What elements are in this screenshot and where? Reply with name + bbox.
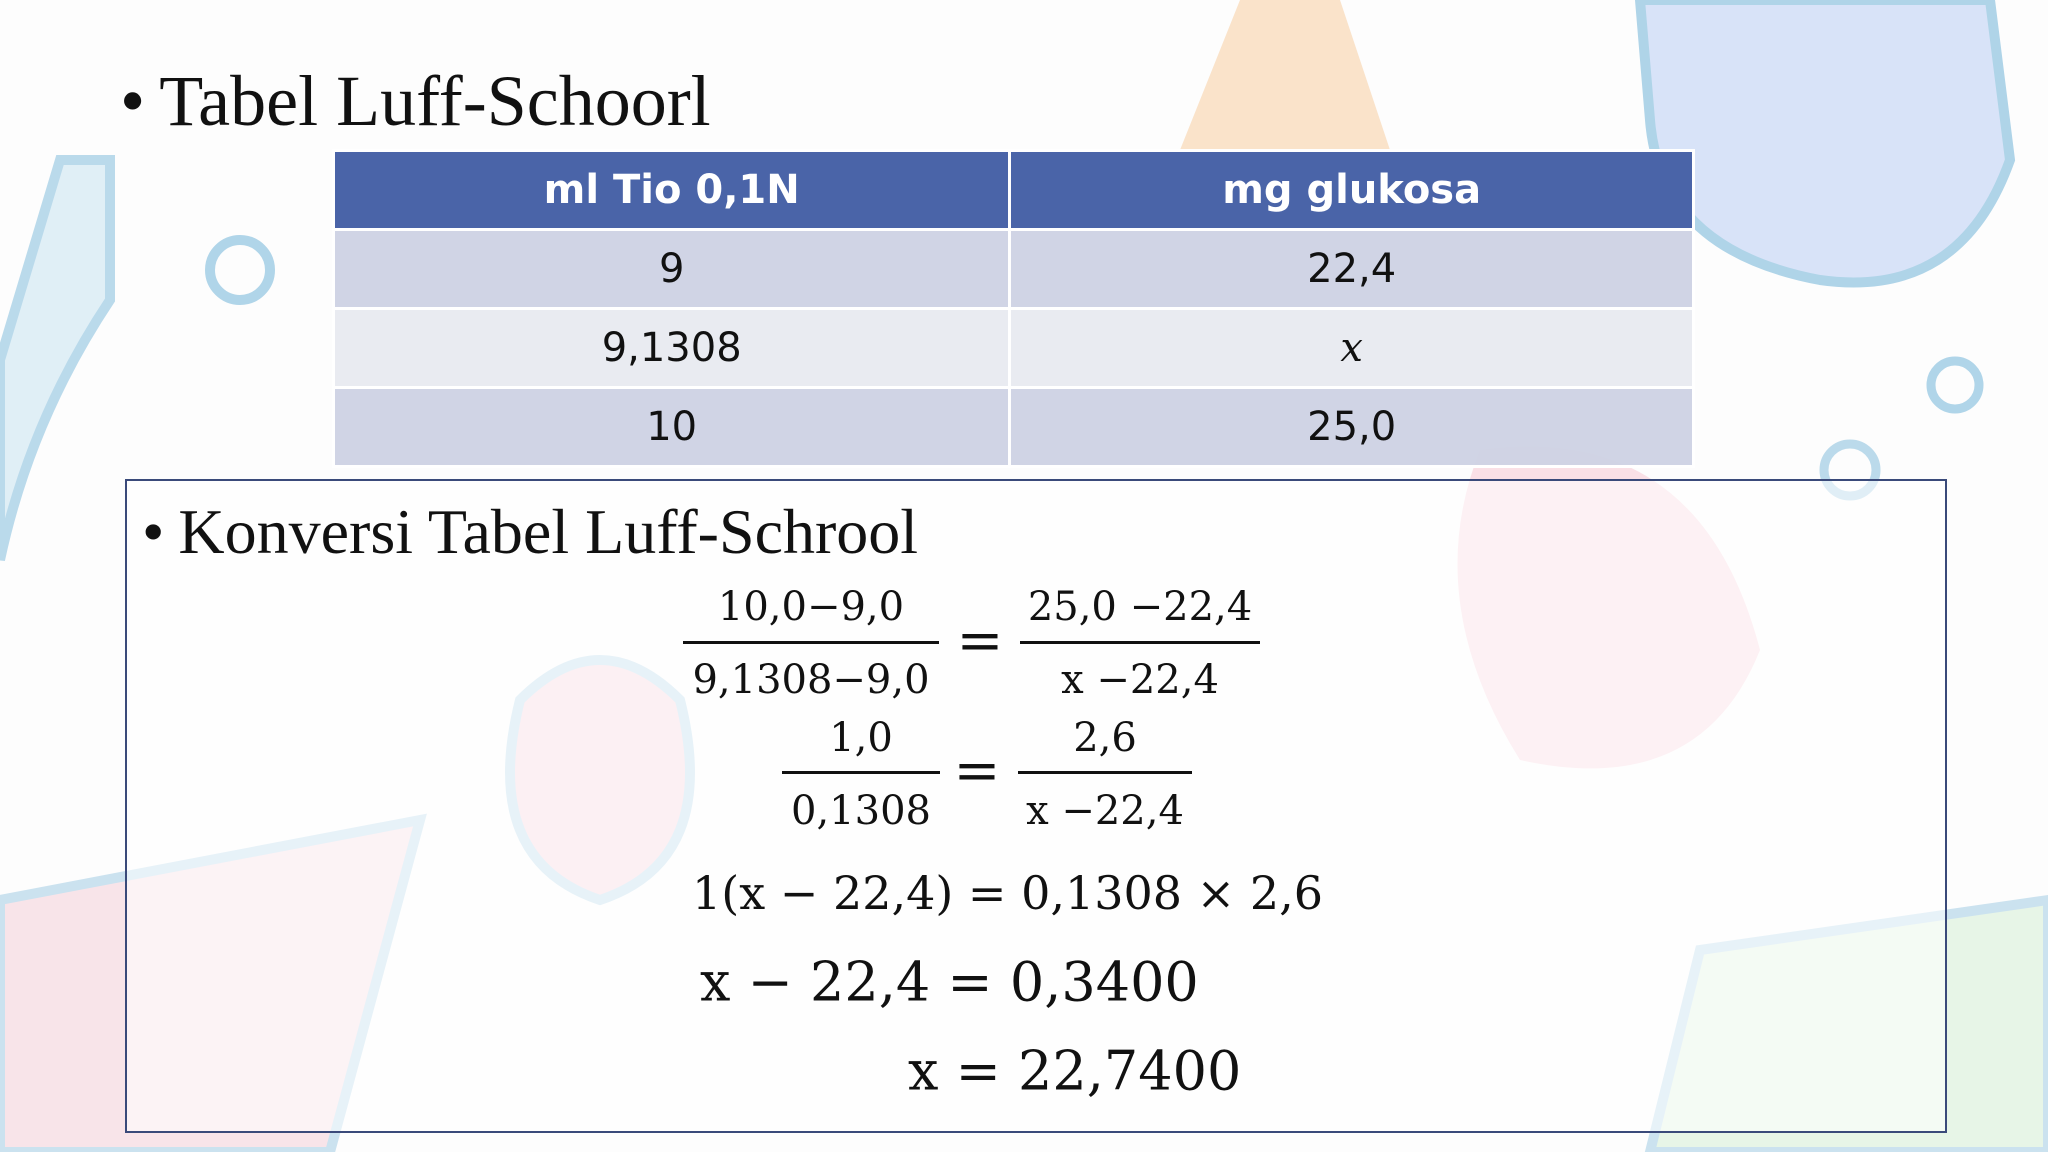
denominator: 9,1308−9,0 xyxy=(692,657,930,703)
slide-title: Tabel Luff-Schoorl xyxy=(120,60,710,143)
fraction-bar xyxy=(1020,641,1260,644)
denominator: x −22,4 xyxy=(1026,788,1184,834)
row: 9,1308 x xyxy=(331,307,1695,389)
cell: 25,0 xyxy=(1008,386,1695,468)
header-cell: ml Tio 0,1N xyxy=(331,149,1012,231)
numerator: 1,0 xyxy=(829,715,893,761)
equals: = xyxy=(956,608,1004,674)
equation-line: x − 22,4 = 0,3400 xyxy=(700,950,1199,1014)
numerator: 10,0−9,0 xyxy=(717,584,905,630)
header-cell: mg glukosa xyxy=(1008,149,1695,231)
conversion-box xyxy=(125,479,1947,1133)
data-table: ml Tio 0,1N mg glukosa 9 22,4 9,1308 x 1… xyxy=(331,149,1695,468)
cell: 22,4 xyxy=(1008,228,1695,310)
header-row: ml Tio 0,1N mg glukosa xyxy=(331,149,1695,231)
equation-line: x = 22,7400 xyxy=(908,1039,1242,1103)
numerator: 2,6 xyxy=(1073,715,1137,761)
numerator: 25,0 −22,4 xyxy=(1027,584,1253,630)
section-title: Konversi Tabel Luff-Schrool xyxy=(142,495,918,569)
fraction-bar xyxy=(782,771,940,774)
cell: 9 xyxy=(331,228,1012,310)
fraction-bar xyxy=(1018,771,1192,774)
row: 10 25,0 xyxy=(331,386,1695,468)
cell: 10 xyxy=(331,386,1012,468)
fraction-bar xyxy=(683,641,939,644)
equation-line: 1(x − 22,4) = 0,1308 × 2,6 xyxy=(692,866,1323,920)
denominator: x −22,4 xyxy=(1061,657,1219,703)
cell: x xyxy=(1008,307,1695,389)
denominator: 0,1308 xyxy=(791,788,931,834)
cell: 9,1308 xyxy=(331,307,1012,389)
row: 9 22,4 xyxy=(331,228,1695,310)
equals: = xyxy=(953,738,1001,804)
